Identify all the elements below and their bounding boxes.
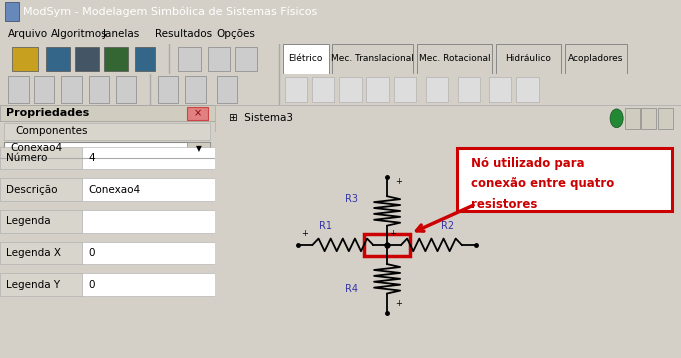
Bar (89, 76, 109, 103)
Bar (417, 44, 492, 74)
Bar (312, 77, 334, 102)
Text: 0: 0 (88, 248, 95, 258)
Bar (187, 142, 210, 155)
Ellipse shape (610, 109, 623, 128)
Text: Mec. Rotacional: Mec. Rotacional (419, 54, 491, 63)
Bar (34, 76, 54, 103)
Text: +: + (396, 299, 402, 308)
Text: Nó utilizado para: Nó utilizado para (471, 157, 585, 170)
Bar (332, 44, 413, 74)
Text: Legenda Y: Legenda Y (6, 280, 61, 290)
Bar (187, 107, 208, 120)
Bar (0, 210, 82, 233)
Text: Elétrico: Elétrico (289, 54, 323, 63)
Bar (0, 178, 82, 201)
Bar (82, 273, 215, 296)
Text: R4: R4 (345, 284, 358, 294)
Text: R1: R1 (319, 221, 332, 231)
Text: +: + (396, 177, 402, 186)
Bar (75, 47, 99, 71)
Bar (496, 44, 561, 74)
Text: Número: Número (6, 153, 48, 163)
Bar (8, 76, 29, 103)
Bar (208, 47, 230, 71)
Bar (0, 242, 82, 264)
Bar (235, 47, 257, 71)
Text: Conexao4: Conexao4 (11, 144, 63, 154)
Bar (82, 210, 215, 233)
Text: resistores: resistores (471, 198, 537, 211)
Bar (116, 76, 136, 103)
Text: Mec. Translacional: Mec. Translacional (331, 54, 414, 63)
Bar (61, 76, 82, 103)
Text: Legenda: Legenda (6, 216, 51, 226)
Bar (82, 242, 215, 264)
Text: Resultados: Resultados (155, 29, 212, 39)
Bar (426, 77, 448, 102)
Text: R2: R2 (441, 221, 454, 231)
Bar (457, 147, 671, 211)
Bar (135, 47, 155, 71)
Text: Propriedades: Propriedades (6, 108, 90, 118)
Text: +: + (301, 229, 308, 238)
Text: Legenda X: Legenda X (6, 248, 61, 258)
Bar (394, 77, 416, 102)
Text: ▼: ▼ (195, 144, 202, 153)
Bar (625, 107, 640, 129)
Text: Acopladores: Acopladores (568, 54, 624, 63)
Bar (104, 47, 128, 71)
Text: Arquivo: Arquivo (8, 29, 48, 39)
Bar (46, 47, 70, 71)
Text: +: + (390, 229, 396, 238)
Bar (339, 77, 362, 102)
Bar (82, 147, 215, 169)
Bar (0, 273, 82, 296)
Text: 0: 0 (88, 280, 95, 290)
Bar (0, 147, 82, 169)
Text: ×: × (193, 108, 202, 118)
Bar (185, 76, 206, 103)
Text: Descrição: Descrição (6, 185, 58, 195)
Bar (12, 47, 38, 71)
Bar (0, 105, 215, 121)
Bar (458, 77, 480, 102)
Text: Algoritmos: Algoritmos (51, 29, 108, 39)
Bar (4, 122, 210, 140)
Text: Janelas: Janelas (102, 29, 140, 39)
Bar (366, 77, 389, 102)
Text: ⊞  Sistema3: ⊞ Sistema3 (229, 113, 293, 123)
Text: 4: 4 (88, 153, 95, 163)
Text: conexão entre quatro: conexão entre quatro (471, 177, 614, 190)
Bar (158, 76, 178, 103)
Bar (364, 233, 411, 256)
Bar (658, 107, 673, 129)
Bar (217, 76, 237, 103)
Text: ModSym - Modelagem Simbólica de Sistemas Físicos: ModSym - Modelagem Simbólica de Sistemas… (23, 6, 317, 17)
Text: Opções: Opções (217, 29, 255, 39)
Text: Hidráulico: Hidráulico (505, 54, 552, 63)
Bar (5, 2, 19, 21)
Text: R3: R3 (345, 194, 358, 204)
Bar (516, 77, 539, 102)
Text: Componentes: Componentes (15, 126, 88, 136)
Text: Conexao4: Conexao4 (88, 185, 140, 195)
Bar (178, 47, 201, 71)
Bar (565, 44, 627, 74)
Bar (283, 44, 329, 74)
Bar (82, 178, 215, 201)
Bar (285, 77, 307, 102)
Bar (489, 77, 511, 102)
Bar (4, 142, 210, 155)
Bar (642, 107, 656, 129)
